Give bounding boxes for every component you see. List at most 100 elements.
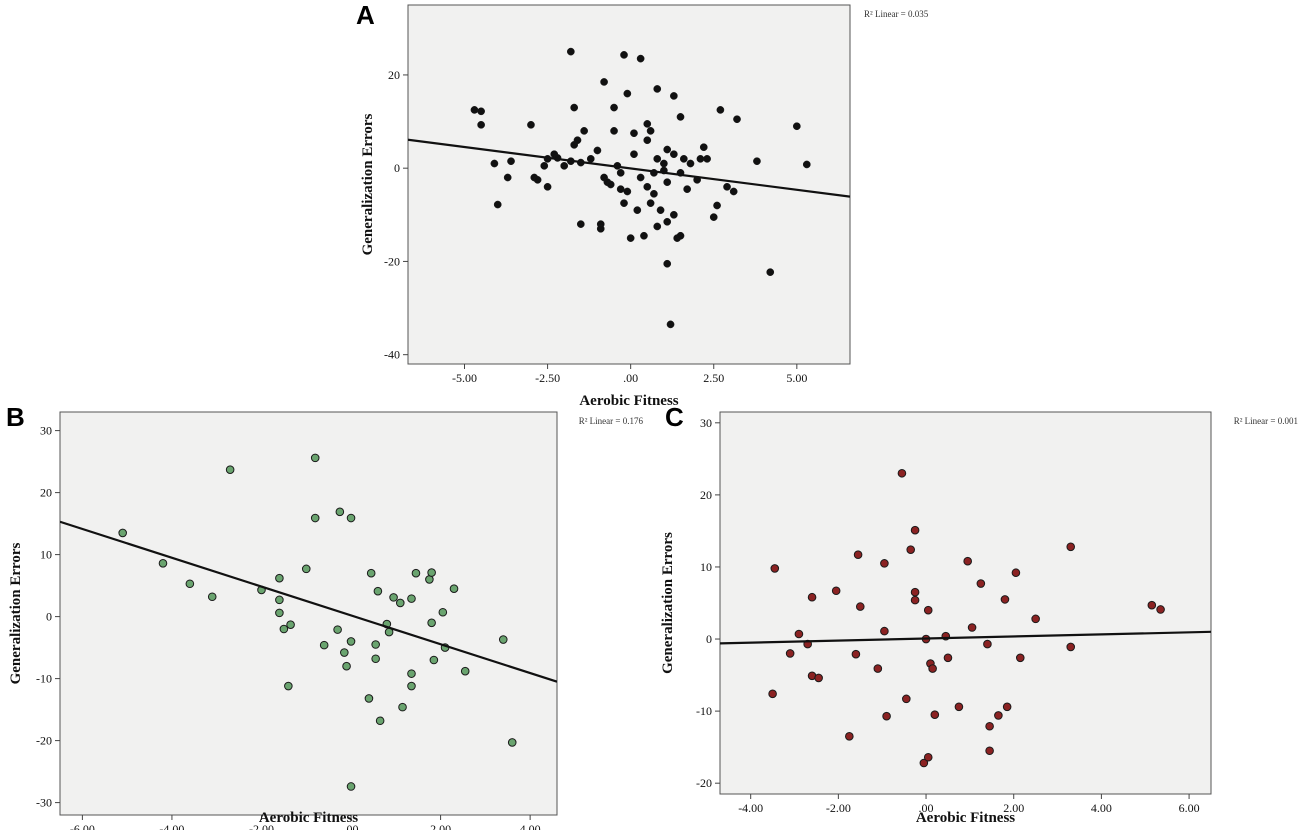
data-point	[449, 584, 459, 594]
data-point	[275, 573, 284, 583]
x-tick-label: 4.00	[520, 822, 541, 830]
data-point	[1002, 702, 1012, 712]
plot-area	[407, 4, 851, 365]
data-point	[606, 180, 615, 189]
data-point	[663, 217, 672, 226]
data-point	[676, 113, 685, 121]
data-point	[573, 136, 582, 145]
data-point	[633, 206, 642, 214]
data-point	[723, 182, 731, 191]
data-point	[301, 564, 311, 574]
data-point	[342, 661, 351, 671]
data-point	[902, 694, 911, 704]
data-point	[656, 206, 665, 214]
data-point	[897, 468, 907, 478]
data-point	[389, 593, 398, 602]
y-tick-label: -20	[696, 776, 712, 790]
y-tick-label: 20	[388, 68, 400, 82]
x-tick-label: -6.00	[70, 822, 95, 830]
y-tick-label: -30	[36, 796, 52, 810]
data-point	[286, 620, 295, 629]
panel-label: C	[665, 402, 684, 432]
data-point	[653, 85, 662, 93]
data-point	[373, 586, 383, 596]
y-tick-label: -40	[384, 348, 400, 362]
data-point	[686, 159, 695, 168]
data-point	[882, 711, 891, 721]
data-point	[919, 758, 929, 768]
data-point	[906, 545, 916, 554]
x-tick-label: .00	[623, 371, 638, 385]
data-point	[346, 513, 356, 523]
data-point	[663, 145, 672, 154]
fit-line	[60, 520, 557, 683]
data-point	[118, 528, 127, 538]
data-point	[640, 231, 648, 240]
data-point	[930, 710, 940, 720]
data-point	[340, 648, 349, 657]
data-point	[703, 155, 711, 163]
data-point	[983, 639, 992, 649]
data-point	[620, 199, 628, 207]
x-tick-label: 2.00	[430, 822, 451, 830]
data-point	[636, 54, 645, 63]
data-point	[427, 618, 436, 628]
data-point	[753, 157, 761, 166]
data-point	[533, 175, 542, 184]
y-axis-title: Generalization Errors	[8, 542, 24, 684]
x-axis-title: Aerobic Fitness	[579, 393, 678, 409]
x-axis-title: Aerobic Fitness	[916, 810, 1015, 826]
data-point	[275, 608, 284, 618]
data-point	[284, 681, 293, 691]
data-point	[407, 681, 416, 691]
data-point	[398, 702, 407, 712]
y-tick-label: 30	[700, 416, 712, 430]
data-point	[1147, 600, 1157, 610]
data-point	[845, 732, 854, 741]
plot-marks	[60, 453, 557, 791]
data-point	[366, 568, 376, 578]
data-point	[650, 189, 658, 198]
data-point	[319, 640, 329, 650]
data-point	[1066, 542, 1076, 552]
x-tick-label: 2.50	[703, 371, 724, 385]
data-point	[923, 752, 933, 762]
y-tick-label: -10	[696, 704, 712, 718]
data-point	[880, 559, 889, 568]
data-point	[967, 623, 977, 632]
x-tick-label: .00	[919, 801, 934, 815]
data-point	[623, 187, 632, 196]
data-point	[768, 689, 777, 699]
data-point	[493, 200, 502, 209]
data-point	[600, 78, 608, 86]
data-point	[507, 157, 515, 166]
data-point	[831, 586, 841, 596]
data-point	[470, 106, 479, 114]
plot-area	[59, 411, 558, 816]
data-point	[766, 268, 775, 277]
data-point	[540, 162, 549, 170]
y-tick-label: 0	[46, 610, 52, 624]
r-squared-label: R² Linear = 0.035	[864, 9, 929, 19]
data-point	[623, 89, 632, 98]
data-point	[586, 155, 595, 163]
data-point	[560, 162, 569, 170]
data-point	[335, 507, 345, 517]
data-point	[507, 738, 517, 747]
data-point	[733, 115, 741, 124]
y-tick-label: 10	[40, 548, 52, 562]
data-point	[411, 568, 421, 578]
data-point	[785, 649, 795, 658]
data-point	[576, 220, 585, 228]
x-axis-title: Aerobic Fitness	[259, 810, 358, 826]
data-point	[814, 673, 823, 683]
data-point	[976, 579, 986, 588]
y-tick-label: -20	[36, 734, 52, 748]
y-tick-label: 10	[700, 560, 712, 574]
data-point	[985, 721, 994, 731]
panel-label: B	[6, 402, 25, 432]
y-tick-label: 0	[706, 632, 712, 646]
data-point	[429, 655, 439, 665]
data-point	[985, 746, 994, 756]
y-tick-label: -20	[384, 254, 400, 268]
